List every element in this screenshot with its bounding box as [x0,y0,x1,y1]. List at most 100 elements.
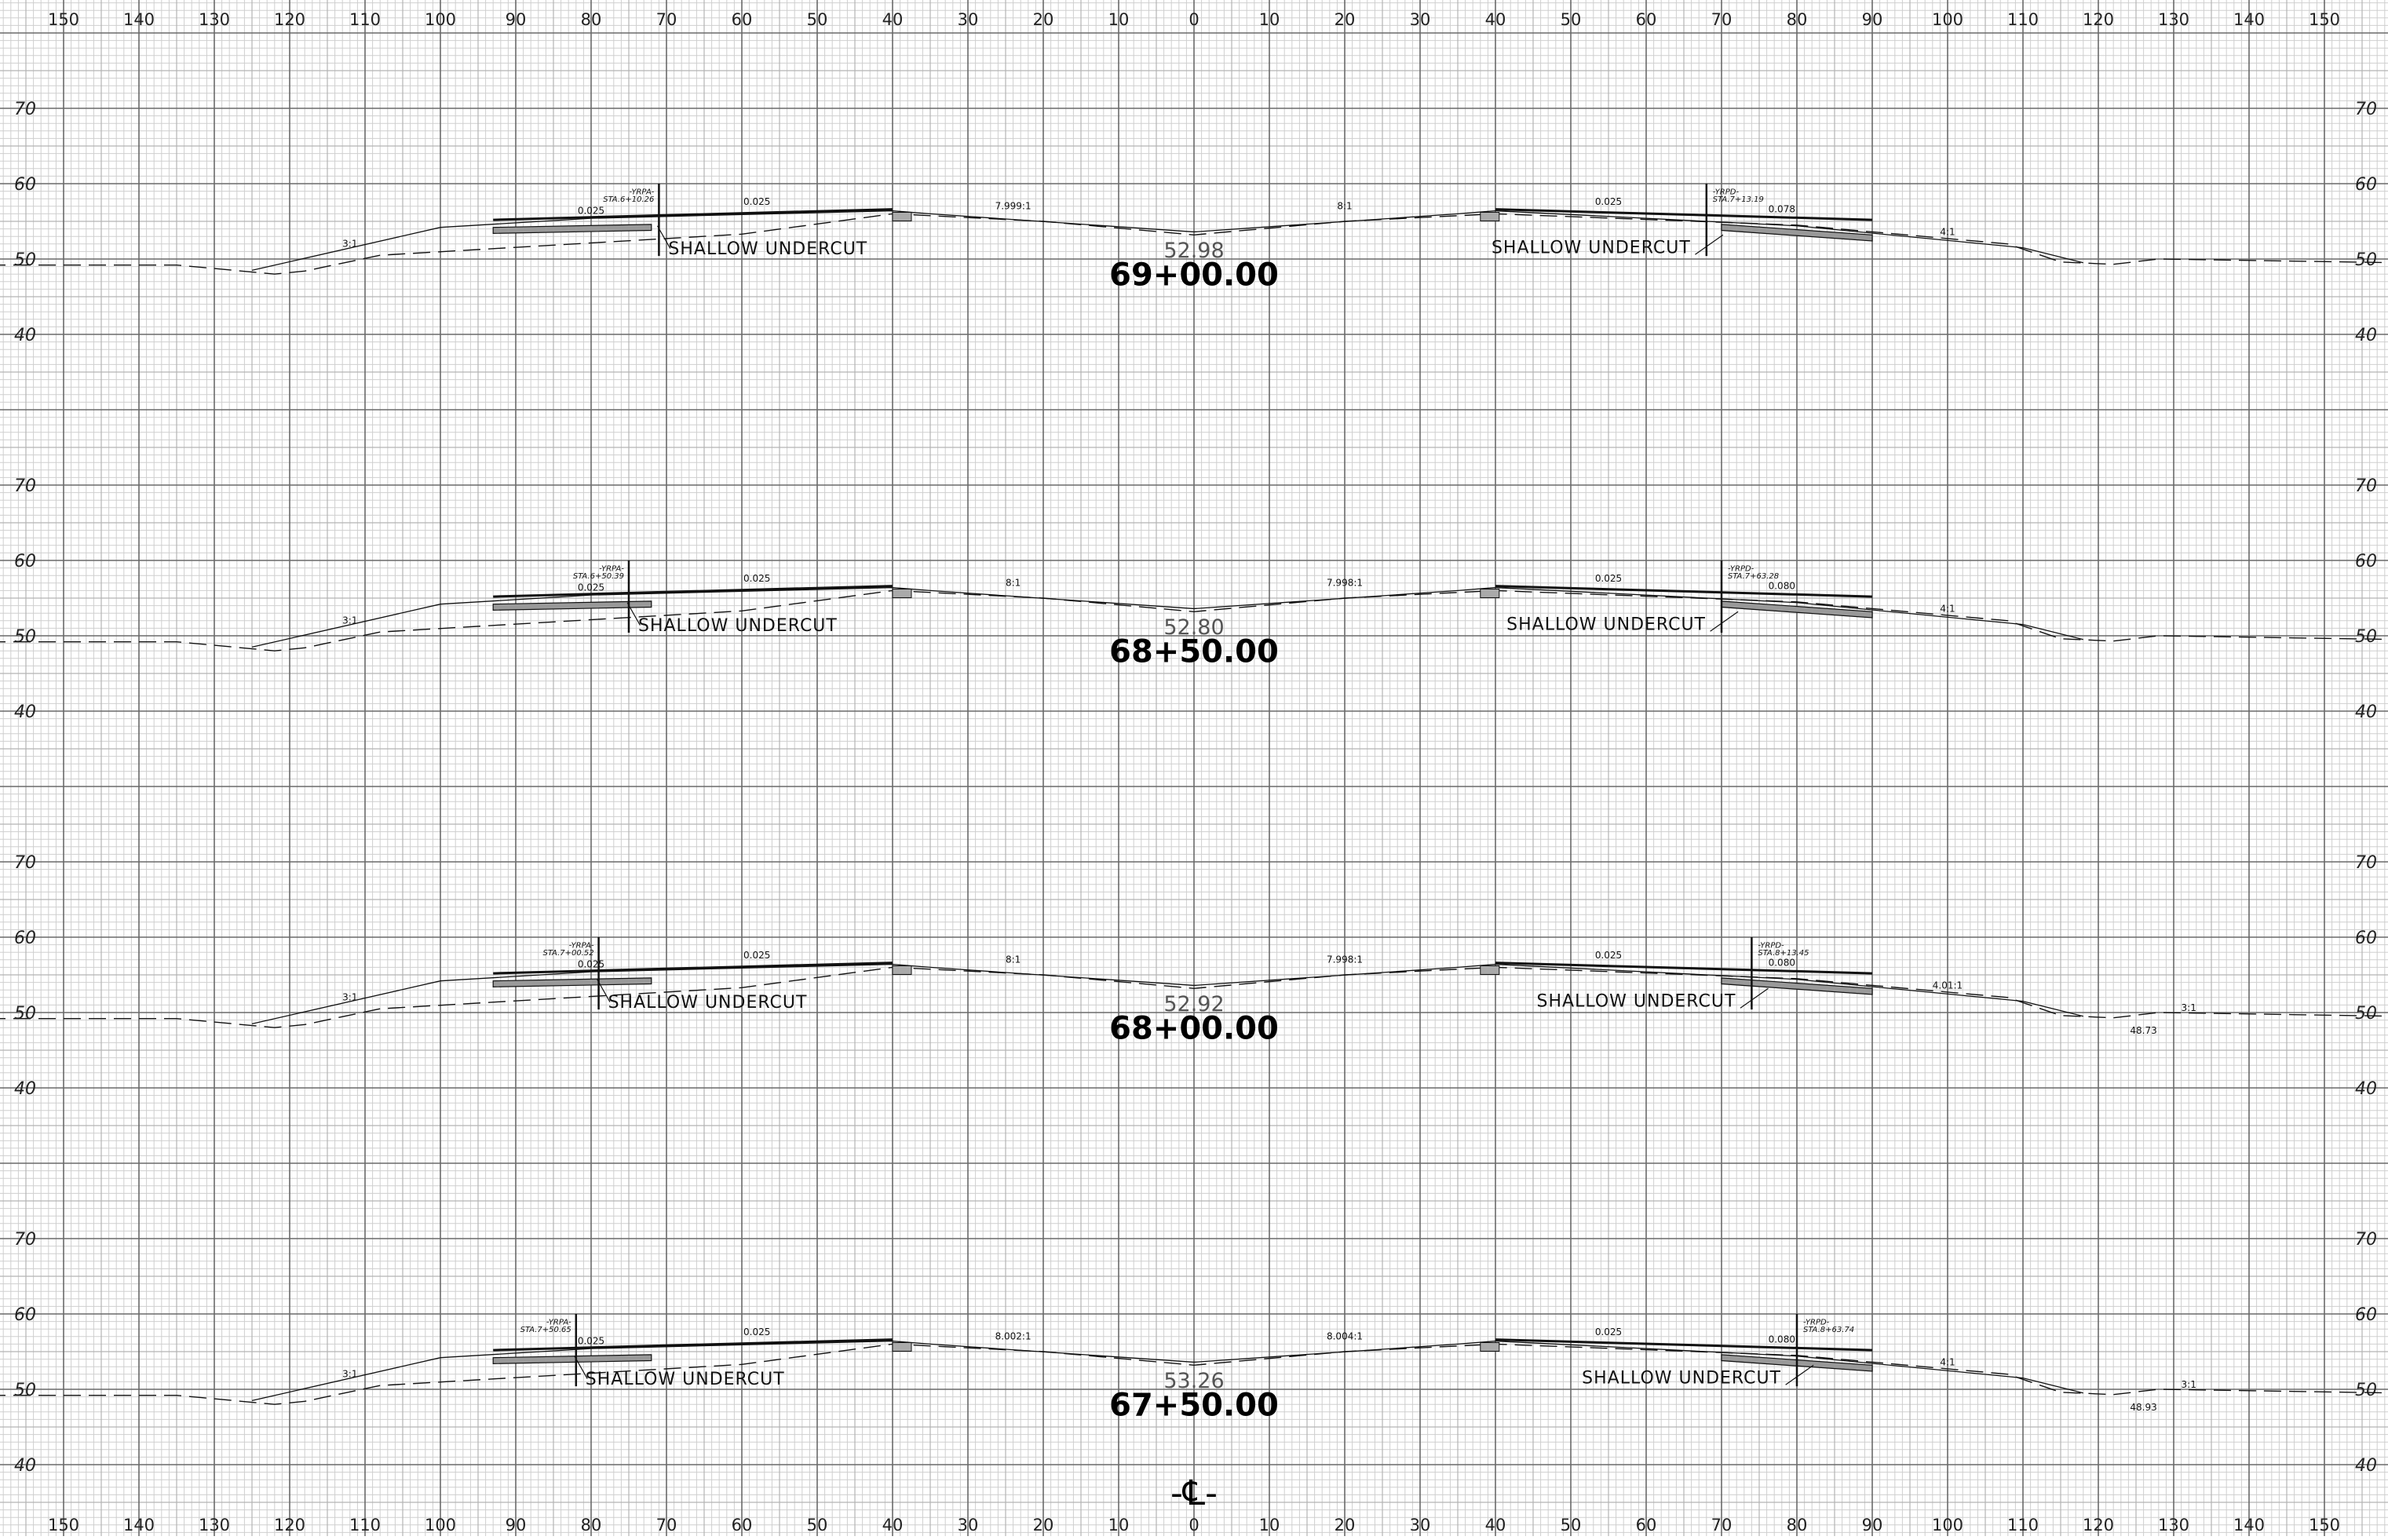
bottom-tick-label: 100 [1932,1516,1963,1535]
left-tie-label-station: STA.6+50.39 [573,572,624,581]
proposed-left-surface [251,586,1195,648]
bottom-tick-label: 30 [1410,1516,1431,1535]
bottom-tick-label: 100 [425,1516,456,1535]
right-shallow-undercut-note: SHALLOW UNDERCUT [1537,991,1736,1011]
right-tie-label-top: -YRPD- [1758,941,1784,950]
slope-label: 0.080 [1769,957,1795,968]
curb-right [1480,965,1500,975]
elevation-label-left: 60 [14,175,36,195]
proposed-right-surface [1193,1340,2083,1394]
top-tick-label: 100 [1932,10,1963,29]
slope-label: 4.01:1 [1933,980,1963,991]
cross-section-1: 70 70 60 60 50 50 40 40 SHALLOW UNDERCUT SHALLOW … [0,100,2388,345]
slope-label: 8.002:1 [995,1331,1032,1342]
bottom-tick-label: 50 [1561,1516,1582,1535]
slope-label: 8:1 [1006,578,1021,589]
station-label: 68+50.00 [1109,634,1279,670]
bottom-tick-label: 80 [581,1516,602,1535]
proposed-left-surface [251,1340,1195,1402]
slope-label: 4:1 [1940,226,1955,237]
top-tick-label: 140 [2233,10,2265,29]
bottom-tick-label: 20 [1033,1516,1054,1535]
bottom-tick-label: 130 [2158,1516,2189,1535]
station-label: 69+00.00 [1109,257,1279,294]
top-tick-label: 150 [48,10,79,29]
right-shallow-undercut-note: SHALLOW UNDERCUT [1492,238,1691,257]
slope-label: 7.998:1 [1327,578,1363,589]
low-point-elevation: 48.93 [2130,1402,2156,1413]
elevation-label-left: 60 [14,929,36,948]
slope-label: 3:1 [342,1369,357,1380]
elevation-label-right: 70 [2355,476,2377,496]
undercut-right [1721,977,1873,995]
pavement-left [493,962,893,975]
elevation-label-right: 50 [2355,250,2377,270]
top-tick-label: 130 [2158,10,2189,29]
slope-label: 4:1 [1940,603,1955,614]
top-tick-label: 80 [1787,10,1808,29]
left-tie-label-top: -YRPA- [546,1318,571,1327]
station-label: 68+00.00 [1109,1011,1279,1047]
proposed-left-surface [251,210,1195,272]
top-tick-label: 100 [425,10,456,29]
slope-label: 0.025 [743,196,770,207]
elevation-label-right: 70 [2355,853,2377,873]
left-tie-label-top: -YRPA- [629,188,654,196]
top-tick-label: 50 [1561,10,1582,29]
slope-label: 0.025 [1595,950,1622,961]
proposed-right-surface [1193,963,2083,1017]
slope-label: 3:1 [342,992,357,1003]
elevation-label-right: 40 [2355,1456,2377,1476]
sections-layer: 70 70 60 60 50 50 40 40 SHALLOW UNDERCUT SHALLOW … [0,100,2388,1476]
top-tick-label: 30 [958,10,979,29]
top-tick-label: 110 [2007,10,2039,29]
top-tick-label: 10 [1108,10,1130,29]
slope-label: 0.025 [578,582,604,593]
right-note-leader [1710,611,1739,632]
slope-label: 8:1 [1006,954,1021,965]
top-tick-label: 70 [1711,10,1733,29]
curb-left [892,965,912,975]
right-tie-label-station: STA.8+63.74 [1803,1326,1854,1334]
bottom-tick-label: 10 [1259,1516,1280,1535]
undercut-right [1721,224,1873,242]
left-shallow-undercut-note: SHALLOW UNDERCUT [668,239,867,259]
elevation-label-right: 60 [2355,175,2377,195]
elevation-label-left: 50 [14,627,36,647]
left-note-leader [597,979,611,1002]
elevation-label-left: 50 [14,1381,36,1400]
top-tick-label: 20 [1033,10,1054,29]
bottom-tick-label: 70 [656,1516,677,1535]
top-tick-label: 140 [123,10,155,29]
undercut-left [492,977,652,987]
right-tie-label-station: STA.7+13.19 [1713,195,1764,204]
bottom-tick-label: 90 [1862,1516,1883,1535]
curb-left [892,211,912,221]
elevation-label-right: 70 [2355,100,2377,119]
undercut-left [492,1354,652,1364]
slope-label: 0.025 [743,950,770,961]
proposed-right-surface [1193,210,2083,264]
curb-right [1480,588,1500,598]
bottom-tick-label: 40 [882,1516,904,1535]
top-tick-label: 70 [656,10,677,29]
curb-right [1480,1341,1500,1352]
elevation-label-left: 40 [14,326,36,345]
bottom-tick-label: 150 [48,1516,79,1535]
slope-label: 0.025 [578,1335,604,1346]
bottom-tick-label: 110 [349,1516,381,1535]
elevation-label-right: 70 [2355,1230,2377,1250]
curb-left [892,588,912,598]
slope-label: 0.025 [743,1327,770,1337]
proposed-right-surface [1193,586,2083,640]
bottom-tick-label: 150 [2309,1516,2340,1535]
elevation-label-right: 60 [2355,929,2377,948]
slope-label: 0.080 [1769,1334,1795,1345]
right-note-leader [1785,1364,1814,1385]
pavement-right [1495,208,1873,221]
left-shallow-undercut-note: SHALLOW UNDERCUT [638,616,838,636]
elevation-label-left: 40 [14,1456,36,1476]
grade-elevation: 52.92 [1163,992,1224,1016]
